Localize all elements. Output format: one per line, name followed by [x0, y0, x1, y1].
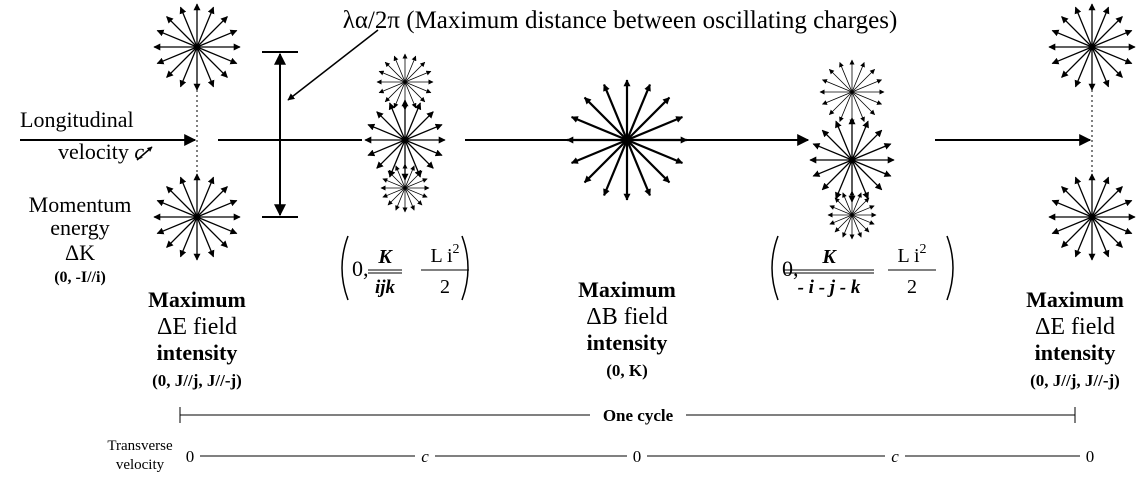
star-arrow: [167, 187, 197, 217]
paren: [462, 236, 468, 300]
star-arrow: [385, 82, 405, 102]
star-arrow: [388, 188, 405, 205]
position-coords: (0, K): [606, 361, 648, 380]
star-arrow: [852, 130, 882, 160]
transverse-values: 0 c 0 c 0: [186, 447, 1095, 466]
paren: [947, 236, 953, 300]
star-arrow: [197, 17, 227, 47]
velocity-symbol: c: [134, 139, 144, 164]
formula-denominator: - i - j - k: [798, 277, 861, 298]
star-arrow: [197, 187, 227, 217]
star-arrow: [167, 217, 197, 247]
star-arrow: [167, 47, 197, 77]
star-arrow: [627, 98, 669, 140]
longitudinal-label: Longitudinal: [20, 107, 134, 132]
star-arrow: [835, 215, 852, 232]
transverse-value: 0: [186, 447, 195, 466]
formula-exponent: 2: [920, 242, 927, 257]
star-arrow: [822, 130, 852, 160]
star-arrow: [1062, 217, 1092, 247]
star-arrow: [852, 92, 875, 115]
position-intensity: intensity: [157, 340, 238, 365]
formula-zero: 0,: [782, 256, 799, 281]
transverse-value: c: [421, 447, 429, 466]
formula-zero: 0,: [352, 256, 369, 281]
formula-term: L i2: [430, 242, 459, 267]
cycle-label: One cycle: [603, 406, 674, 425]
paren: [772, 236, 778, 300]
transverse-value: 0: [633, 447, 642, 466]
star-arrow: [405, 62, 425, 82]
star-arrow: [405, 112, 433, 140]
star-arrow: [1062, 17, 1092, 47]
formula-term-base: L i: [897, 245, 919, 267]
position-title: Maximum: [1026, 287, 1124, 312]
position-intensity: intensity: [587, 330, 668, 355]
momentum-label: ΔK: [65, 240, 95, 265]
star-arrow: [405, 171, 422, 188]
star-arrow: [385, 62, 405, 82]
star-arrow: [585, 98, 627, 140]
star-arrow: [822, 160, 852, 190]
position-title: Maximum: [148, 287, 246, 312]
star-arrow: [1092, 217, 1122, 247]
formula-denominator: ijk: [375, 277, 396, 298]
formula-divisor: 2: [907, 276, 917, 298]
field-stars: [154, 4, 1135, 260]
formula-numerator: K: [821, 246, 837, 268]
star-arrow: [388, 171, 405, 188]
star-arrow: [405, 82, 425, 102]
formula-term-base: L i: [430, 245, 452, 267]
star-arrow: [1092, 47, 1122, 77]
pointer-arrow: [288, 30, 378, 100]
star-arrow: [377, 140, 405, 168]
velocity-word: velocity: [58, 139, 129, 164]
paren: [342, 236, 348, 300]
star-arrow: [852, 69, 875, 92]
star-arrow: [852, 198, 869, 215]
formula-divisor: 2: [440, 276, 450, 298]
star-arrow: [197, 47, 227, 77]
star-arrow: [405, 188, 422, 205]
position-coords: (0, J//j, J//-j): [1030, 371, 1120, 390]
position-field: ΔB field: [586, 304, 667, 330]
star-arrow: [167, 17, 197, 47]
star-arrow: [627, 140, 669, 182]
star-arrow: [829, 92, 852, 115]
star-arrow: [377, 112, 405, 140]
position-coords: (0, J//j, J//-j): [152, 371, 242, 390]
diagram: λα/2π (Maximum distance between oscillat…: [0, 0, 1145, 482]
star-arrow: [1092, 17, 1122, 47]
position-intensity: intensity: [1035, 340, 1116, 365]
star-arrow: [852, 160, 882, 190]
star-arrow: [585, 140, 627, 182]
position-field: ΔE field: [1035, 314, 1115, 340]
wavelength-label: λα/2π (Maximum distance between oscillat…: [343, 7, 898, 34]
transverse-label: Transverse: [107, 438, 173, 454]
star-arrow: [852, 215, 869, 232]
velocity-label: velocity c: [58, 139, 144, 164]
star-arrow: [835, 198, 852, 215]
star-arrow: [1092, 187, 1122, 217]
star-arrow: [405, 140, 433, 168]
star-arrow: [829, 69, 852, 92]
star-arrow: [1062, 47, 1092, 77]
position-field: ΔE field: [157, 314, 237, 340]
momentum-label: Momentum: [29, 192, 132, 217]
position-title: Maximum: [578, 277, 676, 302]
formula-exponent: 2: [453, 242, 460, 257]
formula-numerator: K: [377, 246, 393, 268]
transverse-value: 0: [1086, 447, 1095, 466]
momentum-label: energy: [50, 215, 109, 240]
transverse-label: velocity: [116, 457, 165, 473]
star-arrow: [197, 217, 227, 247]
transverse-value: c: [891, 447, 899, 466]
star-arrow: [1062, 187, 1092, 217]
momentum-coords: (0, -I//i): [54, 269, 106, 286]
formula-term: L i2: [897, 242, 926, 267]
